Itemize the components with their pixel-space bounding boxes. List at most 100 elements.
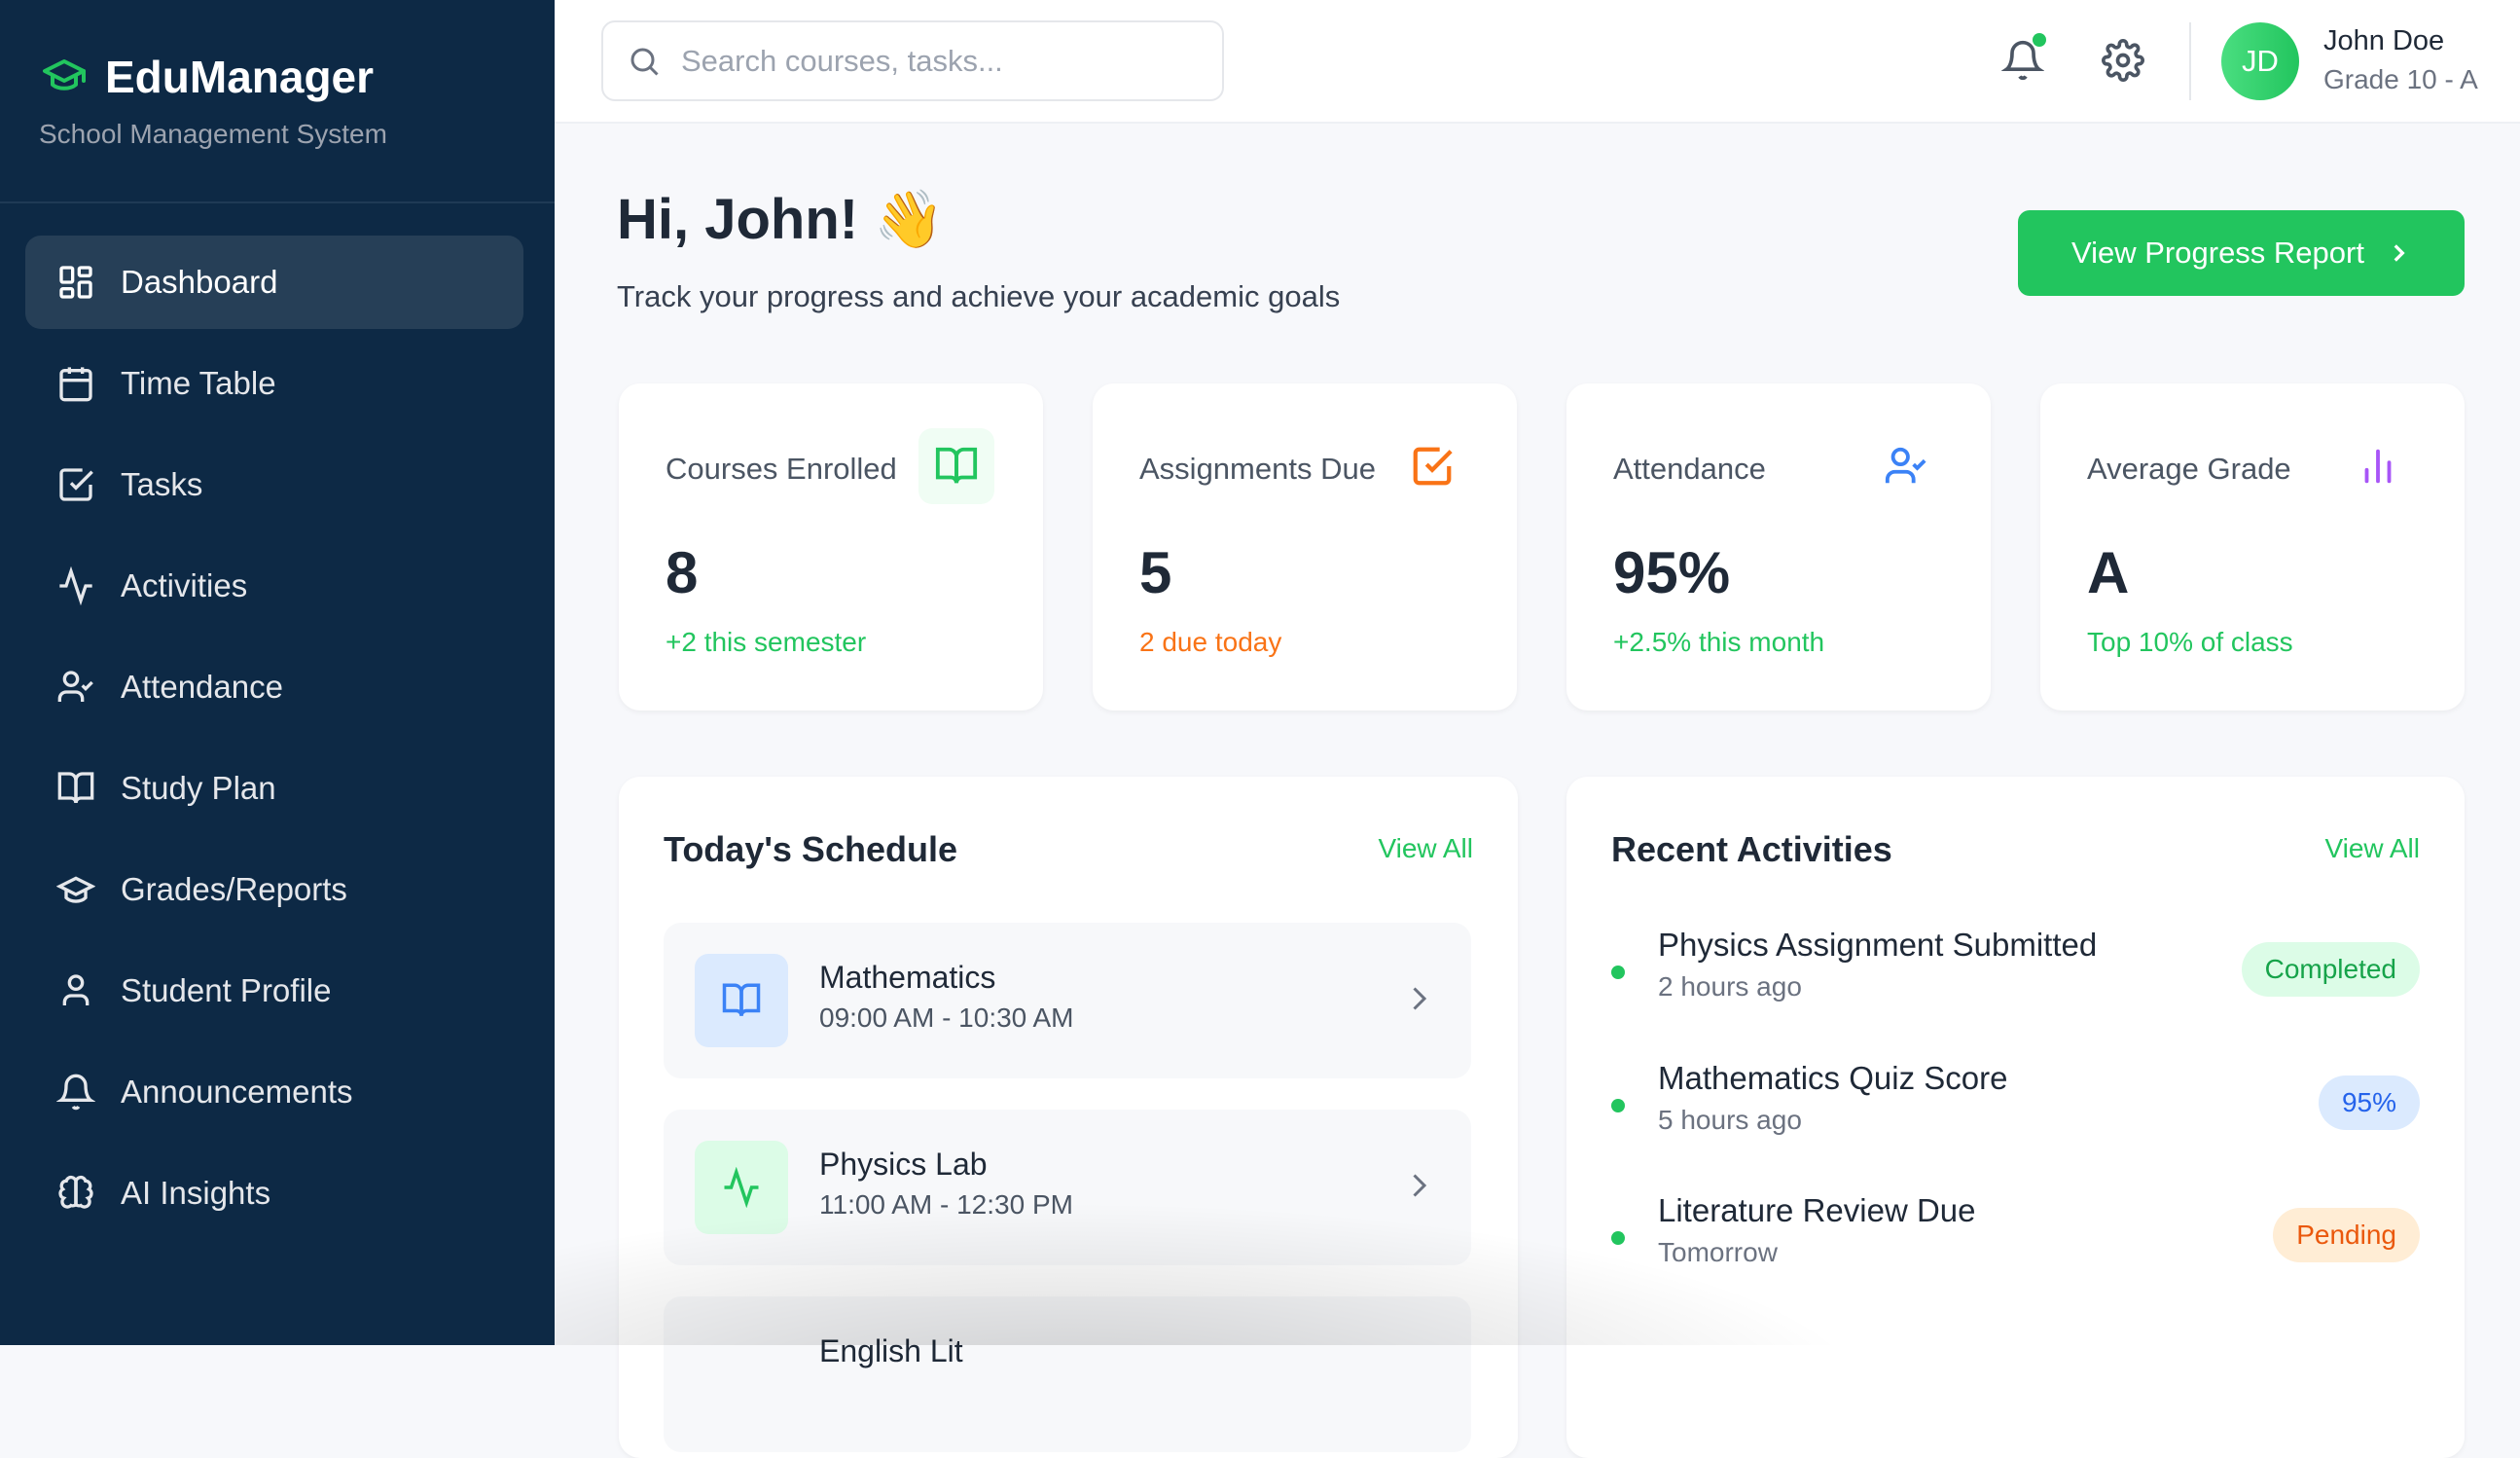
bell-icon xyxy=(56,1074,95,1111)
view-all-link[interactable]: View All xyxy=(2324,833,2420,863)
notification-dot xyxy=(2033,33,2046,47)
search-box[interactable] xyxy=(601,20,1224,101)
activity-title: Literature Review Due xyxy=(1658,1192,1976,1228)
schedule-item[interactable]: English Lit xyxy=(664,1296,1471,1452)
panel-title: Today's Schedule xyxy=(664,829,957,869)
chevron-right-icon xyxy=(1413,987,1427,1010)
sidebar-item-dashboard[interactable]: Dashboard xyxy=(25,236,523,329)
stat-label: Assignments Due xyxy=(1139,452,1376,486)
todays-schedule-panel: Today's Schedule View All Mathematics 09… xyxy=(619,777,1518,1458)
schedule-time: 09:00 AM - 10:30 AM xyxy=(819,1002,1074,1033)
user-check-icon xyxy=(1868,428,1944,504)
status-badge: Pending xyxy=(2273,1208,2420,1262)
sidebar-item-label: Activities xyxy=(121,567,248,603)
book-open-icon xyxy=(695,954,788,1047)
divider xyxy=(2189,22,2191,100)
sidebar-item-label: Study Plan xyxy=(121,770,276,806)
view-all-link[interactable]: View All xyxy=(1378,833,1473,863)
bar-chart-icon xyxy=(2340,428,2416,504)
sidebar-item-tasks[interactable]: Tasks xyxy=(25,438,523,531)
stat-sub: 2 due today xyxy=(1139,627,1282,657)
activity-pulse-icon xyxy=(59,566,92,605)
stat-value: 8 xyxy=(666,540,699,605)
checkbox-icon xyxy=(59,468,93,501)
stat-label: Attendance xyxy=(1613,452,1766,486)
divider xyxy=(0,201,555,203)
sidebar-item-label: Attendance xyxy=(121,669,283,705)
activity-title: Mathematics Quiz Score xyxy=(1658,1060,2008,1096)
dashboard-grid-icon xyxy=(59,266,92,299)
search-icon xyxy=(630,48,659,76)
sidebar-item-announcements[interactable]: Announcements xyxy=(25,1045,523,1139)
stat-value: 95% xyxy=(1613,540,1731,605)
stat-card-average-grade: Average Grade A Top 10% of class xyxy=(2040,383,2465,711)
status-badge: Completed xyxy=(2241,942,2420,997)
sidebar-item-label: Tasks xyxy=(121,466,203,502)
user-icon xyxy=(62,974,90,1005)
stat-value: A xyxy=(2087,540,2130,605)
avatar[interactable]: JD xyxy=(2221,22,2299,100)
sidebar-item-label: Time Table xyxy=(121,365,276,401)
calendar-icon xyxy=(59,367,92,402)
sidebar-item-study-plan[interactable]: Study Plan xyxy=(25,742,523,835)
sidebar-item-label: Dashboard xyxy=(121,264,278,300)
schedule-time: 11:00 AM - 12:30 PM xyxy=(819,1189,1073,1220)
logo[interactable]: EduManager xyxy=(39,51,374,103)
sidebar-item-label: Student Profile xyxy=(121,972,332,1008)
status-dot xyxy=(1611,1099,1625,1112)
status-dot xyxy=(1611,966,1625,979)
schedule-name: Mathematics xyxy=(819,960,996,995)
chevron-right-icon xyxy=(2394,244,2405,262)
stat-label: Courses Enrolled xyxy=(666,452,897,486)
sidebar-item-grades-reports[interactable]: Grades/Reports xyxy=(25,843,523,936)
graduation-cap-icon xyxy=(43,59,86,91)
stat-sub: +2 this semester xyxy=(666,627,867,657)
activity-time: 5 hours ago xyxy=(1658,1105,1802,1135)
brain-icon xyxy=(58,1175,93,1209)
app-title: EduManager xyxy=(105,52,375,102)
user-check-icon xyxy=(57,671,93,702)
search-input[interactable] xyxy=(681,43,1206,79)
activity-time: 2 hours ago xyxy=(1658,971,1802,1002)
panel-title: Recent Activities xyxy=(1611,829,1892,869)
sidebar-item-student-profile[interactable]: Student Profile xyxy=(25,944,523,1038)
user-name: John Doe xyxy=(2323,25,2445,56)
bell-icon[interactable] xyxy=(2001,39,2044,82)
activity-title: Physics Assignment Submitted xyxy=(1658,927,2098,963)
view-progress-report-button[interactable]: View Progress Report xyxy=(2018,210,2465,296)
page-subtitle: Track your progress and achieve your aca… xyxy=(617,279,1341,313)
graduation-cap-icon xyxy=(56,876,95,903)
schedule-item[interactable]: Mathematics 09:00 AM - 10:30 AM xyxy=(664,923,1471,1078)
recent-activities-panel: Recent Activities View All Physics Assig… xyxy=(1566,777,2465,1458)
page-title: Hi, John! 👋 xyxy=(617,188,945,251)
activity-time: Tomorrow xyxy=(1658,1237,1778,1267)
gear-icon[interactable] xyxy=(2102,39,2144,82)
sidebar-item-label: AI Insights xyxy=(121,1175,271,1211)
stat-sub: +2.5% this month xyxy=(1613,627,1825,657)
chevron-right-icon xyxy=(1413,1174,1427,1197)
sidebar-item-time-table[interactable]: Time Table xyxy=(25,337,523,430)
book-open-icon xyxy=(57,772,94,804)
sidebar: EduManager School Management System Dash… xyxy=(0,0,555,1345)
schedule-name: English Lit xyxy=(819,1333,963,1368)
sidebar-item-label: Announcements xyxy=(121,1074,353,1110)
top-header: JD John Doe Grade 10 - A xyxy=(555,0,2520,124)
sidebar-item-attendance[interactable]: Attendance xyxy=(25,640,523,734)
stat-label: Average Grade xyxy=(2087,452,2291,486)
checkbox-icon xyxy=(1394,428,1470,504)
status-dot xyxy=(1611,1231,1625,1245)
schedule-name: Physics Lab xyxy=(819,1147,988,1182)
stat-card-attendance: Attendance 95% +2.5% this month xyxy=(1566,383,1991,711)
activity-item[interactable]: Mathematics Quiz Score 5 hours ago 95% xyxy=(1611,1060,2420,1167)
schedule-item[interactable]: Physics Lab 11:00 AM - 12:30 PM xyxy=(664,1110,1471,1265)
activity-pulse-icon xyxy=(695,1141,788,1234)
activity-item[interactable]: Literature Review Due Tomorrow Pending xyxy=(1611,1192,2420,1299)
user-grade: Grade 10 - A xyxy=(2323,64,2478,94)
stat-sub: Top 10% of class xyxy=(2087,627,2293,657)
activity-item[interactable]: Physics Assignment Submitted 2 hours ago… xyxy=(1611,927,2420,1034)
book-open-icon xyxy=(918,428,994,504)
sidebar-item-activities[interactable]: Activities xyxy=(25,539,523,633)
stat-card-assignments: Assignments Due 5 2 due today xyxy=(1093,383,1517,711)
sidebar-item-ai-insights[interactable]: AI Insights xyxy=(25,1147,523,1240)
status-badge: 95% xyxy=(2318,1075,2420,1130)
